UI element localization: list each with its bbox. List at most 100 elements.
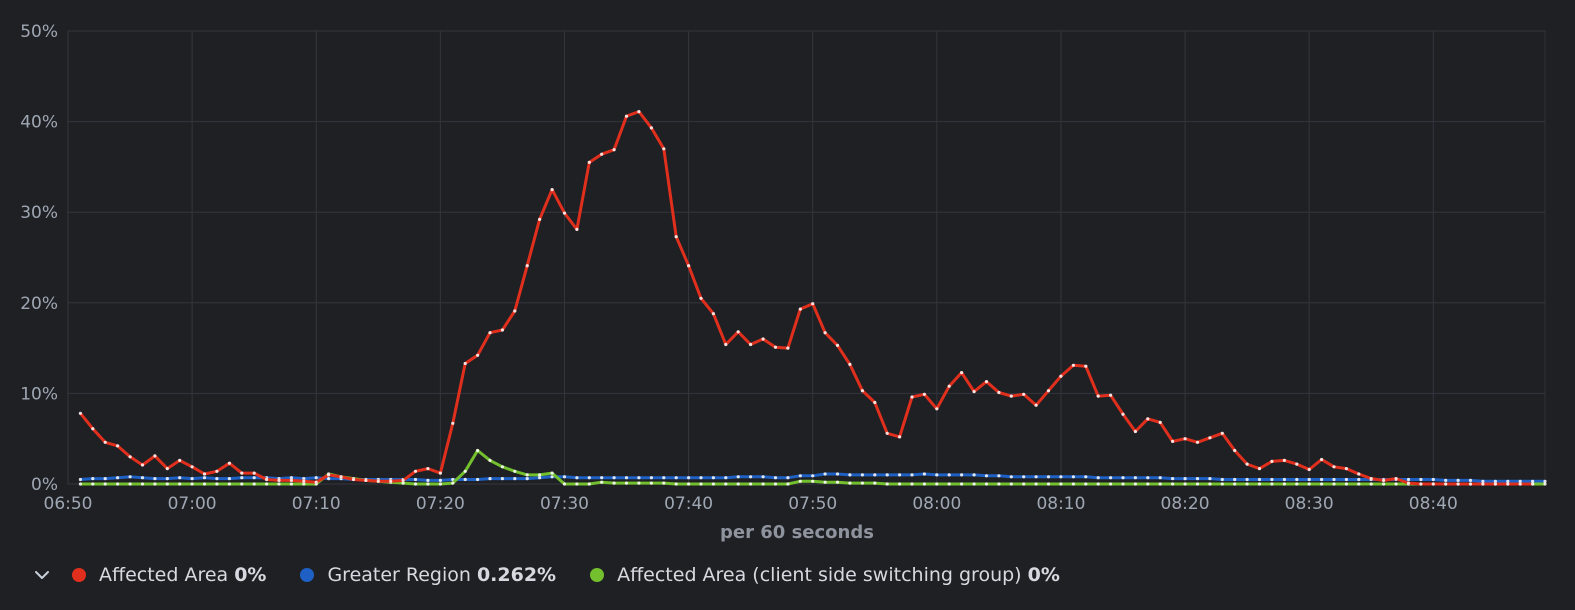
data-point [103,440,107,444]
plot-frame [67,30,1546,485]
data-point [252,476,256,480]
data-point [165,467,169,471]
legend-item-affected-area[interactable]: Affected Area 0% [72,564,266,586]
data-point [1493,482,1497,486]
legend-item-client-side-switching[interactable]: Affected Area (client side switching gro… [590,564,1060,586]
data-point [265,477,269,482]
data-point [1096,476,1100,480]
series-color-dot [72,568,86,582]
data-point [972,482,976,486]
data-point [984,482,989,486]
data-point [1332,465,1336,469]
data-point [674,476,678,480]
data-point [935,407,939,411]
data-point [178,476,182,480]
data-point [289,476,293,480]
data-point [1382,482,1386,486]
data-point [1208,477,1212,481]
data-point [1369,477,1373,481]
data-point [1344,482,1348,486]
data-point [178,458,182,462]
data-point [438,482,442,486]
data-point [960,482,964,486]
data-point [1518,479,1522,483]
data-point [848,481,852,485]
data-point [1022,392,1026,396]
legend: Affected Area 0% Greater Region 0.262% A… [30,560,1094,590]
data-point [190,482,194,486]
data-point [252,471,256,475]
data-point [624,481,629,485]
data-point [811,474,815,478]
data-point [1022,475,1026,479]
data-point [1406,481,1411,485]
data-point [811,302,815,306]
data-point [1518,482,1522,486]
data-point [1543,479,1547,483]
data-point [649,476,654,480]
data-point [1084,482,1088,486]
data-point [413,469,418,473]
data-point [116,482,120,486]
legend-item-greater-region[interactable]: Greater Region 0.262% [300,564,556,586]
data-point [811,479,815,483]
data-point [1419,482,1423,486]
data-point [898,473,902,477]
data-point [823,480,827,484]
legend-label: Affected Area (client side switching gro… [617,564,1022,586]
data-point [1034,482,1038,486]
data-point [463,361,467,366]
legend-value: 0.262% [476,564,557,586]
data-point [1357,472,1361,476]
data-point [724,482,728,486]
data-point [1195,440,1200,444]
data-point [1307,482,1311,486]
data-point [1282,458,1286,462]
data-point [78,411,82,415]
data-point [1220,482,1224,486]
data-point [960,473,964,477]
x-tick-label: 07:10 [292,494,341,514]
data-point [1344,477,1348,482]
data-point [513,477,517,481]
data-point [600,480,604,484]
chevron-down-icon[interactable] [30,563,54,587]
data-point [1295,482,1299,486]
data-point [1183,477,1187,481]
data-point [612,481,616,485]
data-point [786,476,790,480]
series-color-dot [300,568,315,582]
data-point [1133,429,1137,434]
data-point [1382,478,1386,482]
data-point [103,477,107,481]
data-point [1096,394,1100,398]
data-point [1171,439,1175,443]
data-point [1456,482,1460,486]
data-point [575,482,579,486]
data-point [1034,403,1038,407]
data-point [1071,475,1075,479]
data-point [1332,482,1336,486]
data-point [78,482,82,486]
data-point [898,482,902,486]
y-tick-label: 0% [31,475,58,495]
data-point [749,482,753,486]
data-point [637,110,641,114]
data-point [860,473,865,477]
data-point [761,337,765,341]
data-point [1046,389,1051,393]
data-point [1183,437,1187,441]
data-point [1009,394,1013,398]
data-point [624,114,629,118]
data-point [103,482,107,486]
data-point [140,476,145,480]
data-point [215,477,219,481]
data-point [736,330,740,334]
data-point [289,482,293,486]
data-point [1357,477,1361,482]
data-point [562,211,567,215]
data-point [314,476,318,480]
data-point [438,478,442,482]
data-point [724,342,728,347]
data-point [1444,478,1448,482]
